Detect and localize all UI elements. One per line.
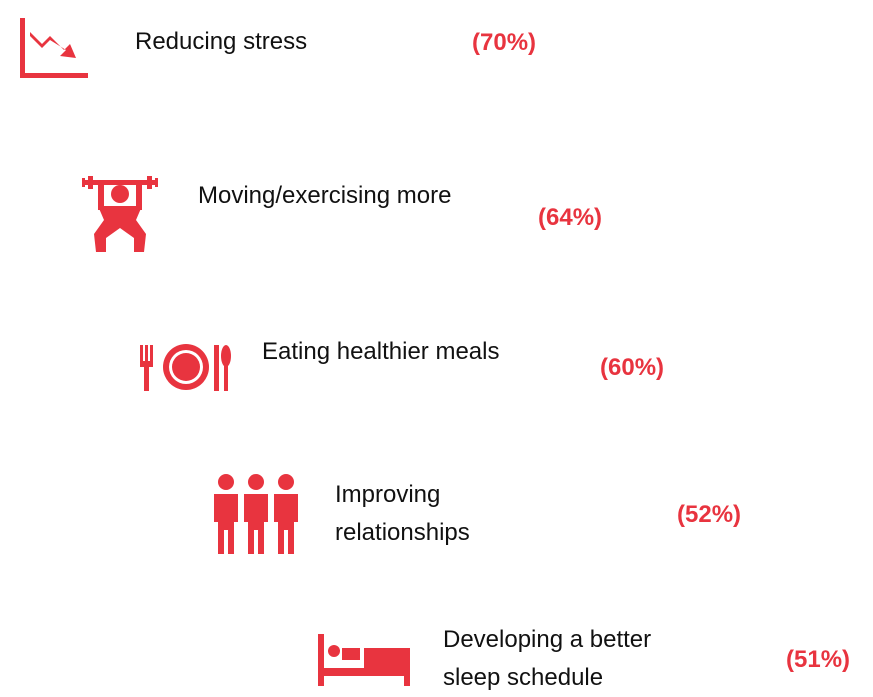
exercise-icon bbox=[82, 176, 158, 252]
meal-icon bbox=[140, 344, 231, 391]
item-label: Reducing stress bbox=[135, 28, 308, 55]
stress-icon bbox=[20, 18, 88, 78]
item-percent: (60%) bbox=[600, 354, 665, 381]
item-percent: (64%) bbox=[538, 204, 603, 231]
item-label: Developing a better sleep schedule bbox=[443, 626, 652, 691]
bed-icon bbox=[318, 634, 410, 686]
item-percent: (52%) bbox=[677, 501, 742, 528]
item-label: Eating healthier meals bbox=[262, 338, 500, 365]
item-percent: (51%) bbox=[786, 646, 851, 673]
item-label: Moving/exercising more bbox=[198, 182, 452, 209]
item-label: Improving relationships bbox=[335, 481, 470, 546]
item-percent: (70%) bbox=[472, 29, 537, 56]
people-icon bbox=[214, 474, 298, 554]
